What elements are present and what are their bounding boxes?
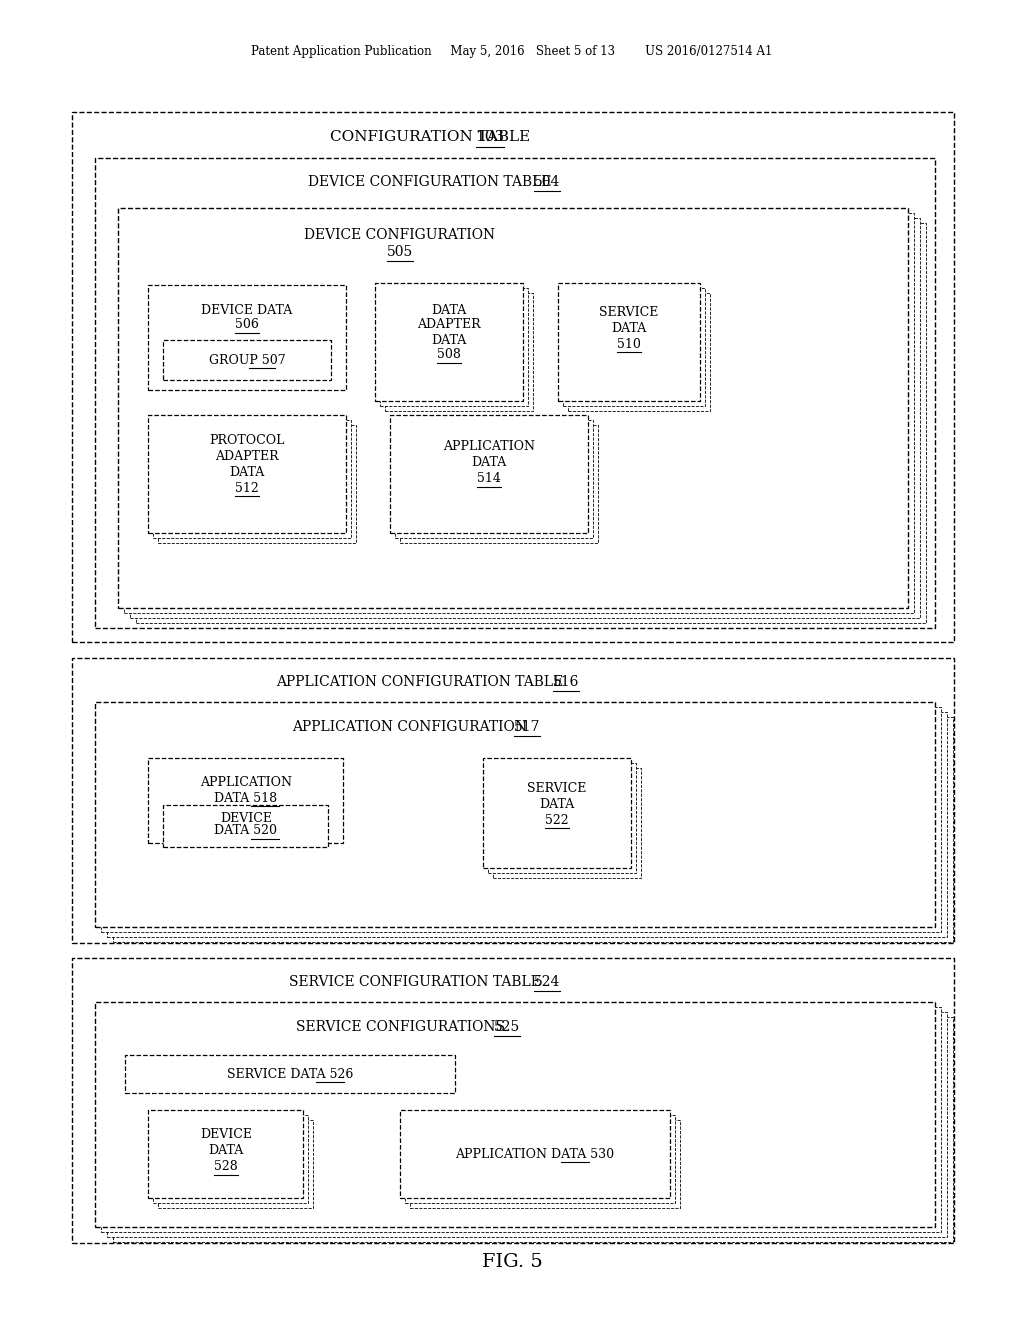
Text: 522: 522 <box>545 813 568 826</box>
Text: DEVICE: DEVICE <box>220 812 272 825</box>
Text: APPLICATION: APPLICATION <box>443 441 535 454</box>
Bar <box>400 1110 670 1199</box>
Text: APPLICATION CONFIGURATION: APPLICATION CONFIGURATION <box>293 719 527 734</box>
Text: 517: 517 <box>514 719 541 734</box>
Text: DATA: DATA <box>471 457 507 470</box>
Text: CONFIGURATION TABLE: CONFIGURATION TABLE <box>330 129 530 144</box>
Text: FIG. 5: FIG. 5 <box>481 1253 543 1271</box>
Bar <box>385 293 534 411</box>
Text: 508: 508 <box>437 348 461 362</box>
Bar <box>380 288 528 407</box>
Text: 103: 103 <box>475 129 505 144</box>
Text: Patent Application Publication     May 5, 2016   Sheet 5 of 13        US 2016/01: Patent Application Publication May 5, 20… <box>251 45 773 58</box>
Bar <box>148 285 346 389</box>
Text: GROUP 507: GROUP 507 <box>209 354 286 367</box>
Text: 505: 505 <box>387 246 413 259</box>
Bar <box>101 1007 941 1232</box>
Bar <box>163 341 331 380</box>
Bar <box>125 1055 455 1093</box>
Bar <box>558 282 700 401</box>
Bar <box>568 293 710 411</box>
Bar <box>118 209 908 609</box>
Bar <box>390 414 588 533</box>
Text: APPLICATION: APPLICATION <box>200 776 292 789</box>
Bar <box>148 414 346 533</box>
Text: SERVICE CONFIGURATIONS: SERVICE CONFIGURATIONS <box>296 1020 505 1034</box>
Bar <box>153 1115 308 1203</box>
Bar <box>148 758 343 843</box>
Bar <box>488 763 636 873</box>
Bar <box>395 420 593 539</box>
Text: 516: 516 <box>553 675 580 689</box>
Text: DEVICE CONFIGURATION: DEVICE CONFIGURATION <box>304 228 496 242</box>
Text: DEVICE DATA: DEVICE DATA <box>202 304 293 317</box>
Text: SERVICE: SERVICE <box>599 305 658 318</box>
Text: DEVICE CONFIGURATION TABLE: DEVICE CONFIGURATION TABLE <box>308 176 552 189</box>
Bar <box>483 758 631 869</box>
Bar <box>106 711 947 937</box>
Text: 524: 524 <box>534 975 560 989</box>
Text: APPLICATION CONFIGURATION TABLE: APPLICATION CONFIGURATION TABLE <box>276 675 563 689</box>
Text: DATA: DATA <box>611 322 646 334</box>
Text: DATA: DATA <box>540 797 574 810</box>
Bar <box>400 425 598 543</box>
Bar <box>153 420 351 539</box>
Bar <box>148 1110 303 1199</box>
Bar <box>95 1002 935 1228</box>
Bar <box>113 717 953 942</box>
Text: 514: 514 <box>477 473 501 486</box>
Bar <box>95 702 935 927</box>
Bar <box>563 288 705 407</box>
Bar <box>493 768 641 878</box>
Bar <box>406 1115 675 1203</box>
Text: 512: 512 <box>236 482 259 495</box>
Bar <box>375 282 523 401</box>
Text: SERVICE CONFIGURATION TABLE: SERVICE CONFIGURATION TABLE <box>289 975 541 989</box>
Text: PROTOCOL: PROTOCOL <box>209 433 285 446</box>
Bar <box>410 1119 680 1208</box>
Text: DEVICE: DEVICE <box>200 1129 252 1142</box>
Text: ADAPTER: ADAPTER <box>215 450 279 462</box>
Bar <box>158 425 356 543</box>
Bar <box>72 958 954 1243</box>
Text: DATA 518: DATA 518 <box>214 792 278 804</box>
Text: 510: 510 <box>617 338 641 351</box>
Bar <box>106 1012 947 1237</box>
Bar <box>124 213 914 612</box>
Text: 528: 528 <box>214 1160 238 1173</box>
Text: DATA: DATA <box>431 304 467 317</box>
Text: DATA: DATA <box>229 466 264 479</box>
Text: 504: 504 <box>534 176 560 189</box>
Text: 506: 506 <box>236 318 259 331</box>
Bar <box>72 657 954 942</box>
Bar <box>136 223 926 623</box>
Text: ADAPTER: ADAPTER <box>417 318 481 331</box>
Text: SERVICE: SERVICE <box>527 781 587 795</box>
Text: DATA: DATA <box>431 334 467 346</box>
Bar <box>113 1016 953 1242</box>
Text: DATA: DATA <box>208 1144 244 1158</box>
Text: 525: 525 <box>494 1020 520 1034</box>
Text: DATA 520: DATA 520 <box>214 825 278 837</box>
Bar <box>95 158 935 628</box>
Bar <box>101 708 941 932</box>
Text: SERVICE DATA 526: SERVICE DATA 526 <box>226 1068 353 1081</box>
Bar <box>72 112 954 642</box>
Bar <box>163 805 328 847</box>
Bar <box>158 1119 313 1208</box>
Text: APPLICATION DATA 530: APPLICATION DATA 530 <box>456 1147 614 1160</box>
Bar <box>130 218 920 618</box>
